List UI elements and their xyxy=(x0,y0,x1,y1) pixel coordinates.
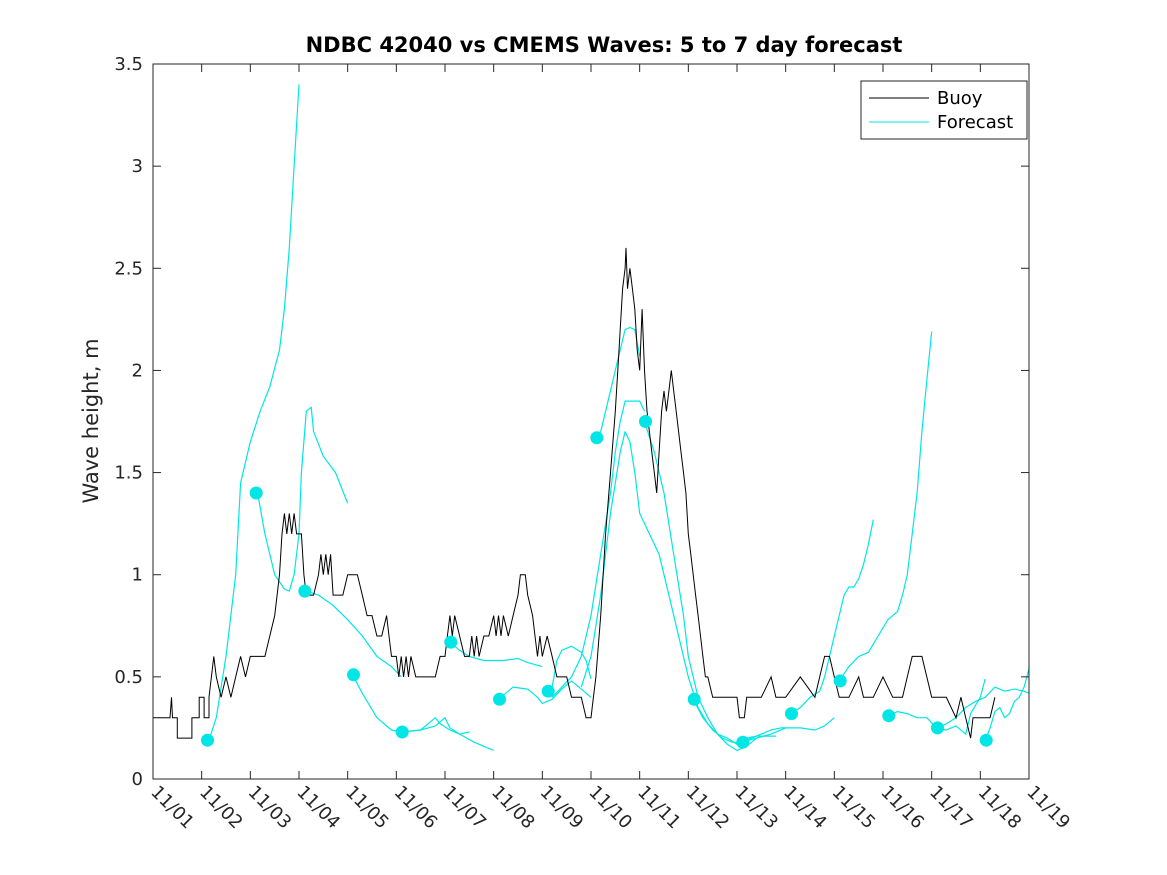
forecast-line-4 xyxy=(401,717,470,735)
plot-area xyxy=(153,64,1029,779)
forecast-init-marker-5 xyxy=(444,635,458,649)
forecast-line-1 xyxy=(257,406,349,592)
y-tick-label-7: 3.5 xyxy=(114,54,143,75)
forecast-line-9 xyxy=(595,326,641,439)
y-tick-label-4: 2 xyxy=(132,360,143,381)
y-tick-label-2: 1 xyxy=(132,565,143,586)
forecast-init-marker-3 xyxy=(347,668,360,682)
forecast-init-marker-10 xyxy=(687,692,701,706)
buoy-line xyxy=(153,247,996,739)
chart-title: NDBC 42040 vs CMEMS Waves: 5 to 7 day fo… xyxy=(306,33,903,57)
forecast-line-8 xyxy=(551,400,646,698)
legend: Buoy Forecast xyxy=(860,80,1028,140)
forecast-init-marker-4 xyxy=(395,725,409,739)
y-axis-label: Wave height, m xyxy=(79,338,103,503)
forecast-init-marker-0 xyxy=(201,733,214,747)
forecast-init-marker-2 xyxy=(298,584,312,598)
forecast-init-marker-6 xyxy=(493,692,506,706)
forecast-init-marker-7 xyxy=(541,684,555,698)
legend-box xyxy=(860,80,1028,140)
forecast-line-0 xyxy=(208,84,300,741)
forecast-line-5 xyxy=(449,641,543,668)
forecast-init-marker-14 xyxy=(882,709,896,723)
forecast-line-17 xyxy=(936,686,1030,729)
forecast-init-marker-12 xyxy=(785,707,798,721)
y-tick-label-5: 2.5 xyxy=(114,258,143,279)
forecast-init-marker-8 xyxy=(590,431,604,445)
forecast-line-2 xyxy=(306,590,402,678)
forecast-line-15 xyxy=(838,331,933,682)
forecast-line-7 xyxy=(546,645,592,692)
y-axis-ticks: 0 0.5 1 1.5 2 2.5 3 3.5 xyxy=(114,54,1029,790)
forecast-init-marker-16 xyxy=(979,733,993,747)
forecast-init-marker-9 xyxy=(639,415,652,428)
marker-layer xyxy=(201,415,993,749)
forecast-line-18 xyxy=(984,668,1030,741)
legend-buoy-label: Buoy xyxy=(937,88,983,109)
y-tick-label-1: 0.5 xyxy=(114,667,143,688)
forecast-line-6 xyxy=(498,680,592,705)
forecast-init-marker-11 xyxy=(736,735,750,749)
y-tick-label-3: 1.5 xyxy=(114,463,143,484)
forecast-init-marker-13 xyxy=(833,674,847,688)
y-tick-label-0: 0 xyxy=(132,769,143,790)
forecast-line-13 xyxy=(741,717,835,743)
legend-forecast-label: Forecast xyxy=(937,112,1013,133)
forecast-init-marker-15 xyxy=(931,721,944,735)
forecast-init-marker-1 xyxy=(249,486,263,500)
y-tick-label-6: 3 xyxy=(132,156,143,177)
